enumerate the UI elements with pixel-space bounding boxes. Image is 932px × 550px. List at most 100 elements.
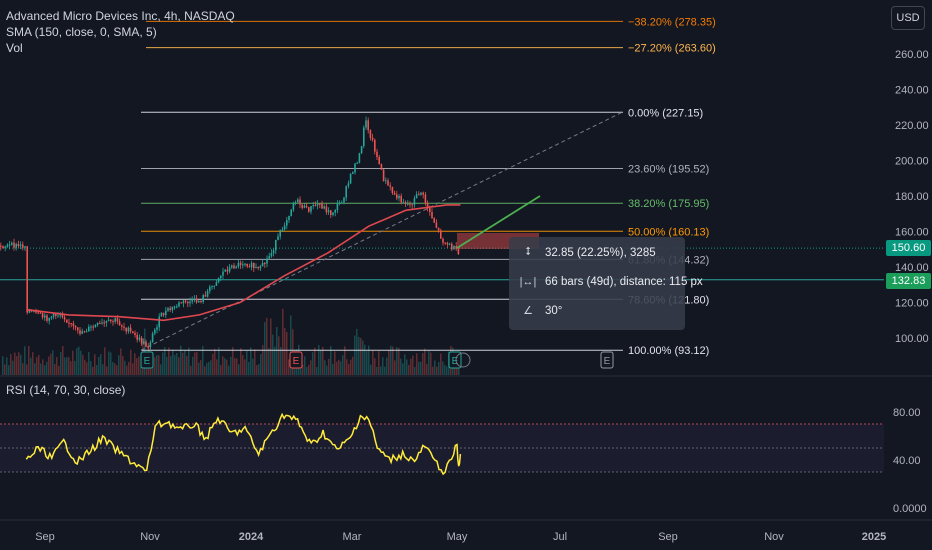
volume-bar [436,366,438,375]
candle-body [114,318,116,322]
currency-button[interactable]: USD [891,6,925,30]
candle-body [233,265,235,269]
volume-bar [236,358,238,375]
candle-body [299,199,301,205]
time-axis-tick: Mar [343,531,362,543]
volume-bar [92,366,94,375]
volume-bar [64,357,66,375]
volume-bar [346,359,348,375]
candle-body [286,220,288,226]
volume-bar [206,362,208,375]
earnings-event-letter: E [604,356,611,367]
candle-body [374,139,376,152]
candle-body [242,264,244,266]
candle-body [312,205,314,207]
time-axis-tick: Nov [764,531,784,543]
volume-bar [282,308,284,375]
volume-bar [28,345,30,375]
candle-body [266,258,268,264]
fib-level-label: −27.20% (263.60) [628,43,716,55]
volume-bar [418,361,420,375]
volume-bar [394,360,396,375]
volume-bar [26,364,28,375]
volume-bar [176,353,178,375]
candle-body [369,130,372,138]
volume-bar [412,355,414,375]
candle-body [308,207,310,212]
candle-body [48,318,50,321]
candle-body [334,210,336,213]
volume-bar [362,340,364,375]
volume-bar [306,366,308,375]
symbol-title[interactable]: Advanced Micro Devices Inc, 4h, NASDAQ [6,9,235,23]
volume-bar [172,349,174,375]
volume-bar [364,344,366,375]
rsi-axis-tick: 80.00 [893,407,921,419]
candle-body [107,319,110,322]
volume-bar [388,350,390,375]
candle-body [330,210,332,215]
candle-body [200,300,202,302]
volume-bar [116,365,118,375]
volume-bar [224,358,226,375]
candle-body [193,298,196,300]
volume-bar [220,365,222,375]
volume-bar [150,362,152,375]
volume-bar [274,346,276,375]
candle-body [44,315,46,318]
candle-body [103,322,105,324]
volume-bar [194,352,196,375]
candle-body [46,315,48,321]
volume-bar [398,347,400,375]
sma-indicator-label[interactable]: SMA (150, close, 0, SMA, 5) [6,25,157,39]
candle-body [301,204,303,208]
candle-body [294,202,297,204]
volume-bar [122,356,124,375]
volume-bar [84,359,86,375]
candle-body [154,329,156,334]
candle-body [277,236,279,240]
candle-body [63,317,66,320]
volume-bar [108,351,110,375]
candle-body [402,202,405,204]
volume-bar [178,357,180,375]
volume-bar [36,357,38,375]
volume-indicator-label[interactable]: Vol [6,41,23,55]
candle-body [15,243,17,248]
candle-body [129,327,132,332]
candle-body [138,337,141,340]
volume-bar [4,364,6,375]
candle-body [442,238,444,243]
candle-body [378,156,380,165]
candle-body [4,246,6,249]
volume-bar [250,347,252,375]
volume-bar [226,359,228,375]
volume-bar [126,365,128,375]
candle-body [275,239,277,251]
candle-body [198,300,200,303]
candle-body [325,206,328,213]
candle-body [134,333,136,335]
volume-bar [30,357,32,375]
rsi-indicator-label[interactable]: RSI (14, 70, 30, close) [6,383,126,397]
candle-body [28,310,31,313]
volume-bar [426,364,428,375]
candle-body [356,162,358,164]
candle-body [363,127,365,147]
candle-body [431,212,433,219]
candle-body [182,300,185,304]
candle-body [59,314,61,316]
candle-body [345,186,347,198]
price-axis-tick: 260.00 [895,49,929,61]
candle-body [96,323,99,326]
candle-body [19,244,22,247]
volume-bar [310,360,312,375]
volume-bar [430,352,432,375]
candle-body [147,346,149,348]
volume-bar [112,361,114,375]
candle-body [440,230,442,239]
candle-body [180,302,182,304]
candle-body [231,265,233,268]
volume-bar [390,345,392,375]
